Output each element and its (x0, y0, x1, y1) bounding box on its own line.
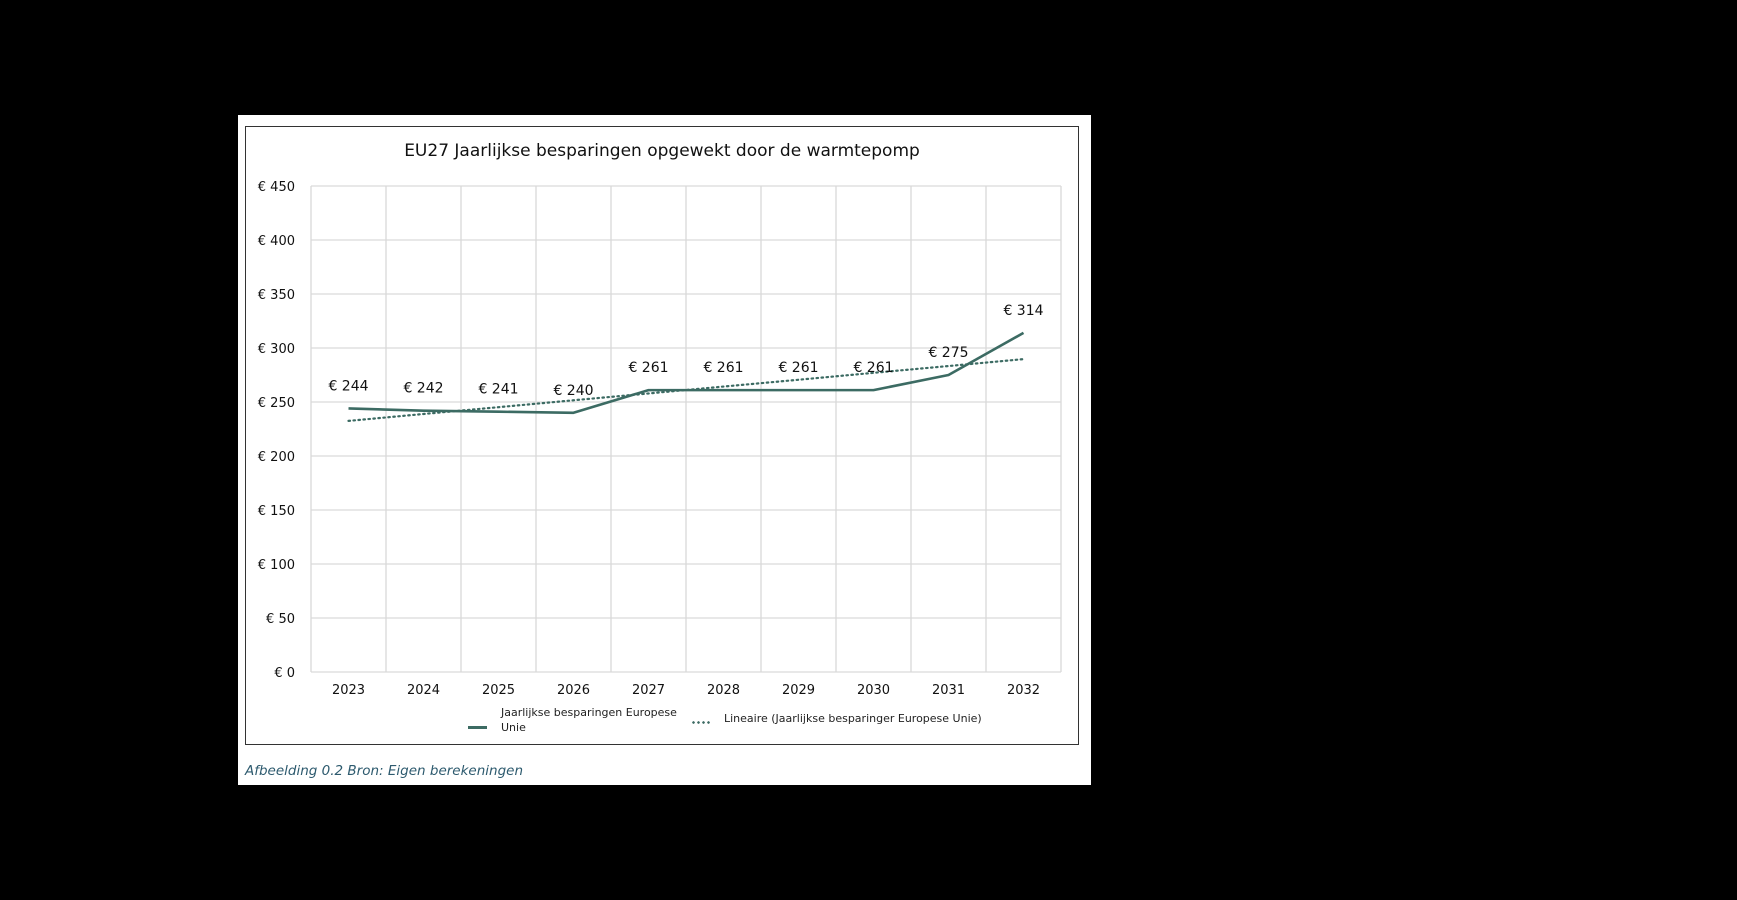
data-label: € 261 (628, 360, 668, 376)
y-tick-label: € 450 (258, 180, 295, 195)
savings-series-line (348, 331, 1025, 415)
line-chart: € 0 € 50 € 100 € 150 € 200 € 250 € 300 € 350 € 4… (258, 180, 1062, 698)
data-label: € 314 (1003, 303, 1043, 319)
chart-frame: EU27 Jaarlijkse besparingen opgewekt doo… (245, 126, 1079, 745)
data-label: € 240 (553, 383, 593, 399)
document-page: EU27 Jaarlijkse besparingen opgewekt doo… (238, 115, 1091, 785)
legend-label-savings-line1: Jaarlijkse besparingen Europese (501, 706, 677, 719)
y-tick-label: € 350 (258, 288, 295, 303)
y-tick-label: € 300 (258, 342, 295, 357)
y-tick-label: € 250 (258, 396, 295, 411)
data-label: € 261 (703, 360, 743, 376)
data-label: € 261 (853, 360, 893, 376)
data-label: € 275 (928, 345, 968, 361)
y-tick-label: € 200 (258, 450, 295, 465)
x-tick-label: 2025 (482, 683, 515, 698)
dotted-line-swatch-icon (691, 721, 710, 724)
chart-title: EU27 Jaarlijkse besparingen opgewekt doo… (404, 141, 920, 161)
chart-legend: Jaarlijkse besparingen Europese Unie Lin… (246, 705, 1078, 745)
x-tick-label: 2024 (407, 683, 440, 698)
data-label: € 241 (478, 382, 518, 398)
legend-item-trendline: Lineaire (Jaarlijkse besparinger Europes… (691, 711, 982, 726)
x-tick-label: 2026 (557, 683, 590, 698)
x-tick-label: 2023 (332, 683, 365, 698)
legend-label-savings-line2: Unie (501, 721, 526, 734)
solid-line-swatch-icon (468, 725, 487, 729)
x-tick-label: 2032 (1007, 683, 1040, 698)
legend-item-savings: Jaarlijkse besparingen Europese Unie (468, 705, 677, 735)
y-tick-label: € 100 (258, 558, 295, 573)
y-tick-label: € 400 (258, 234, 295, 249)
y-tick-label: € 150 (258, 504, 295, 519)
legend-label-trendline: Lineaire (Jaarlijkse besparinger Europes… (724, 712, 982, 725)
y-tick-label: € 0 (274, 666, 295, 681)
x-tick-label: 2029 (782, 683, 815, 698)
x-tick-label: 2028 (707, 683, 740, 698)
x-tick-label: 2030 (857, 683, 890, 698)
y-tick-label: € 50 (266, 612, 295, 627)
x-tick-label: 2031 (932, 683, 965, 698)
data-label: € 261 (778, 360, 818, 376)
data-label: € 242 (403, 381, 443, 397)
data-label: € 244 (328, 378, 368, 394)
figure-caption: Afbeelding 0.2 Bron: Eigen berekeningen (245, 763, 524, 779)
x-tick-label: 2027 (632, 683, 665, 698)
